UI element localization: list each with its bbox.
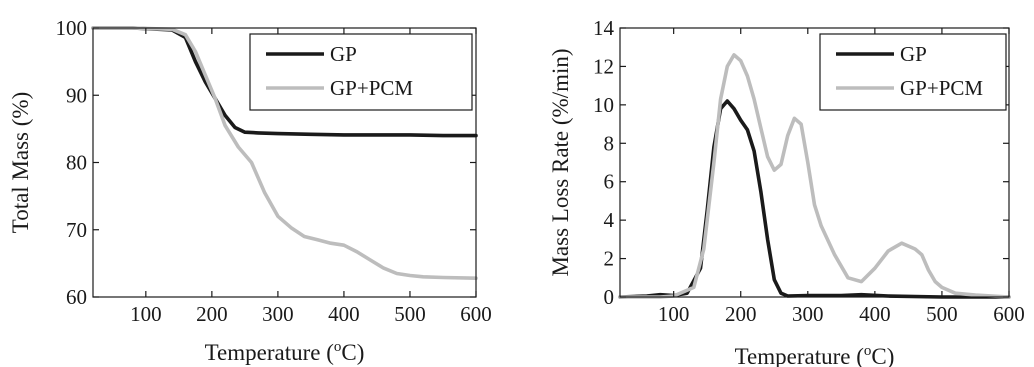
x-tick-label: 300 (262, 302, 294, 326)
x-tick-label: 200 (196, 302, 228, 326)
series-line-gp (618, 99, 1011, 299)
y-tick-label: 0 (604, 285, 615, 309)
x-tick-label: 500 (394, 302, 426, 326)
legend-box (819, 33, 1007, 111)
x-axis-title: Temperature (oC) (735, 343, 895, 367)
legend-label-gp: GP (330, 42, 357, 66)
legend-label-gp: GP (900, 42, 927, 66)
series-line-gp (91, 26, 478, 138)
y-tick-label: 10 (593, 93, 614, 117)
legend-box (249, 33, 473, 111)
y-tick-label: 90 (66, 83, 87, 107)
y-tick-label: 60 (66, 285, 87, 309)
chart-total-mass: 100 200 300 400 500 600 60 70 80 90 100 Temperature… (8, 16, 492, 365)
x-tick-label: 600 (993, 302, 1025, 326)
x-tick-label: 400 (859, 302, 891, 326)
y-tick-label: 4 (604, 208, 615, 232)
chart-mass-loss-rate: 100 200 300 400 500 600 0 2 4 6 8 10 12 14 Temperature… (548, 16, 1025, 367)
y-tick-label: 2 (604, 247, 615, 271)
x-tick-label: 200 (725, 302, 757, 326)
y-tick-label: 70 (66, 218, 87, 242)
legend: GP GP+PCM (249, 33, 473, 111)
y-tick-label: 14 (593, 16, 615, 40)
x-tick-label: 100 (658, 302, 690, 326)
y-axis-title: Mass Loss Rate (%/min) (548, 48, 573, 276)
legend-label-gp-pcm: GP+PCM (900, 76, 983, 100)
legend: GP GP+PCM (819, 33, 1007, 111)
axes-frame (619, 27, 1010, 298)
y-tick-label: 80 (66, 151, 87, 175)
y-tick-label: 8 (604, 131, 615, 155)
series-line-gp-pcm (618, 53, 1011, 299)
y-tick-label: 6 (604, 170, 615, 194)
series-line-gp-pcm (91, 26, 478, 280)
x-tick-label: 300 (792, 302, 824, 326)
x-tick-label: 100 (130, 302, 162, 326)
x-tick-label: 400 (328, 302, 360, 326)
y-tick-label: 12 (593, 54, 614, 78)
x-tick-label: 600 (460, 302, 492, 326)
y-axis-title: Total Mass (%) (8, 92, 33, 233)
y-tick-label: 100 (56, 16, 88, 40)
x-axis-title: Temperature (oC) (205, 339, 365, 365)
x-tick-label: 500 (926, 302, 958, 326)
legend-label-gp-pcm: GP+PCM (330, 76, 413, 100)
